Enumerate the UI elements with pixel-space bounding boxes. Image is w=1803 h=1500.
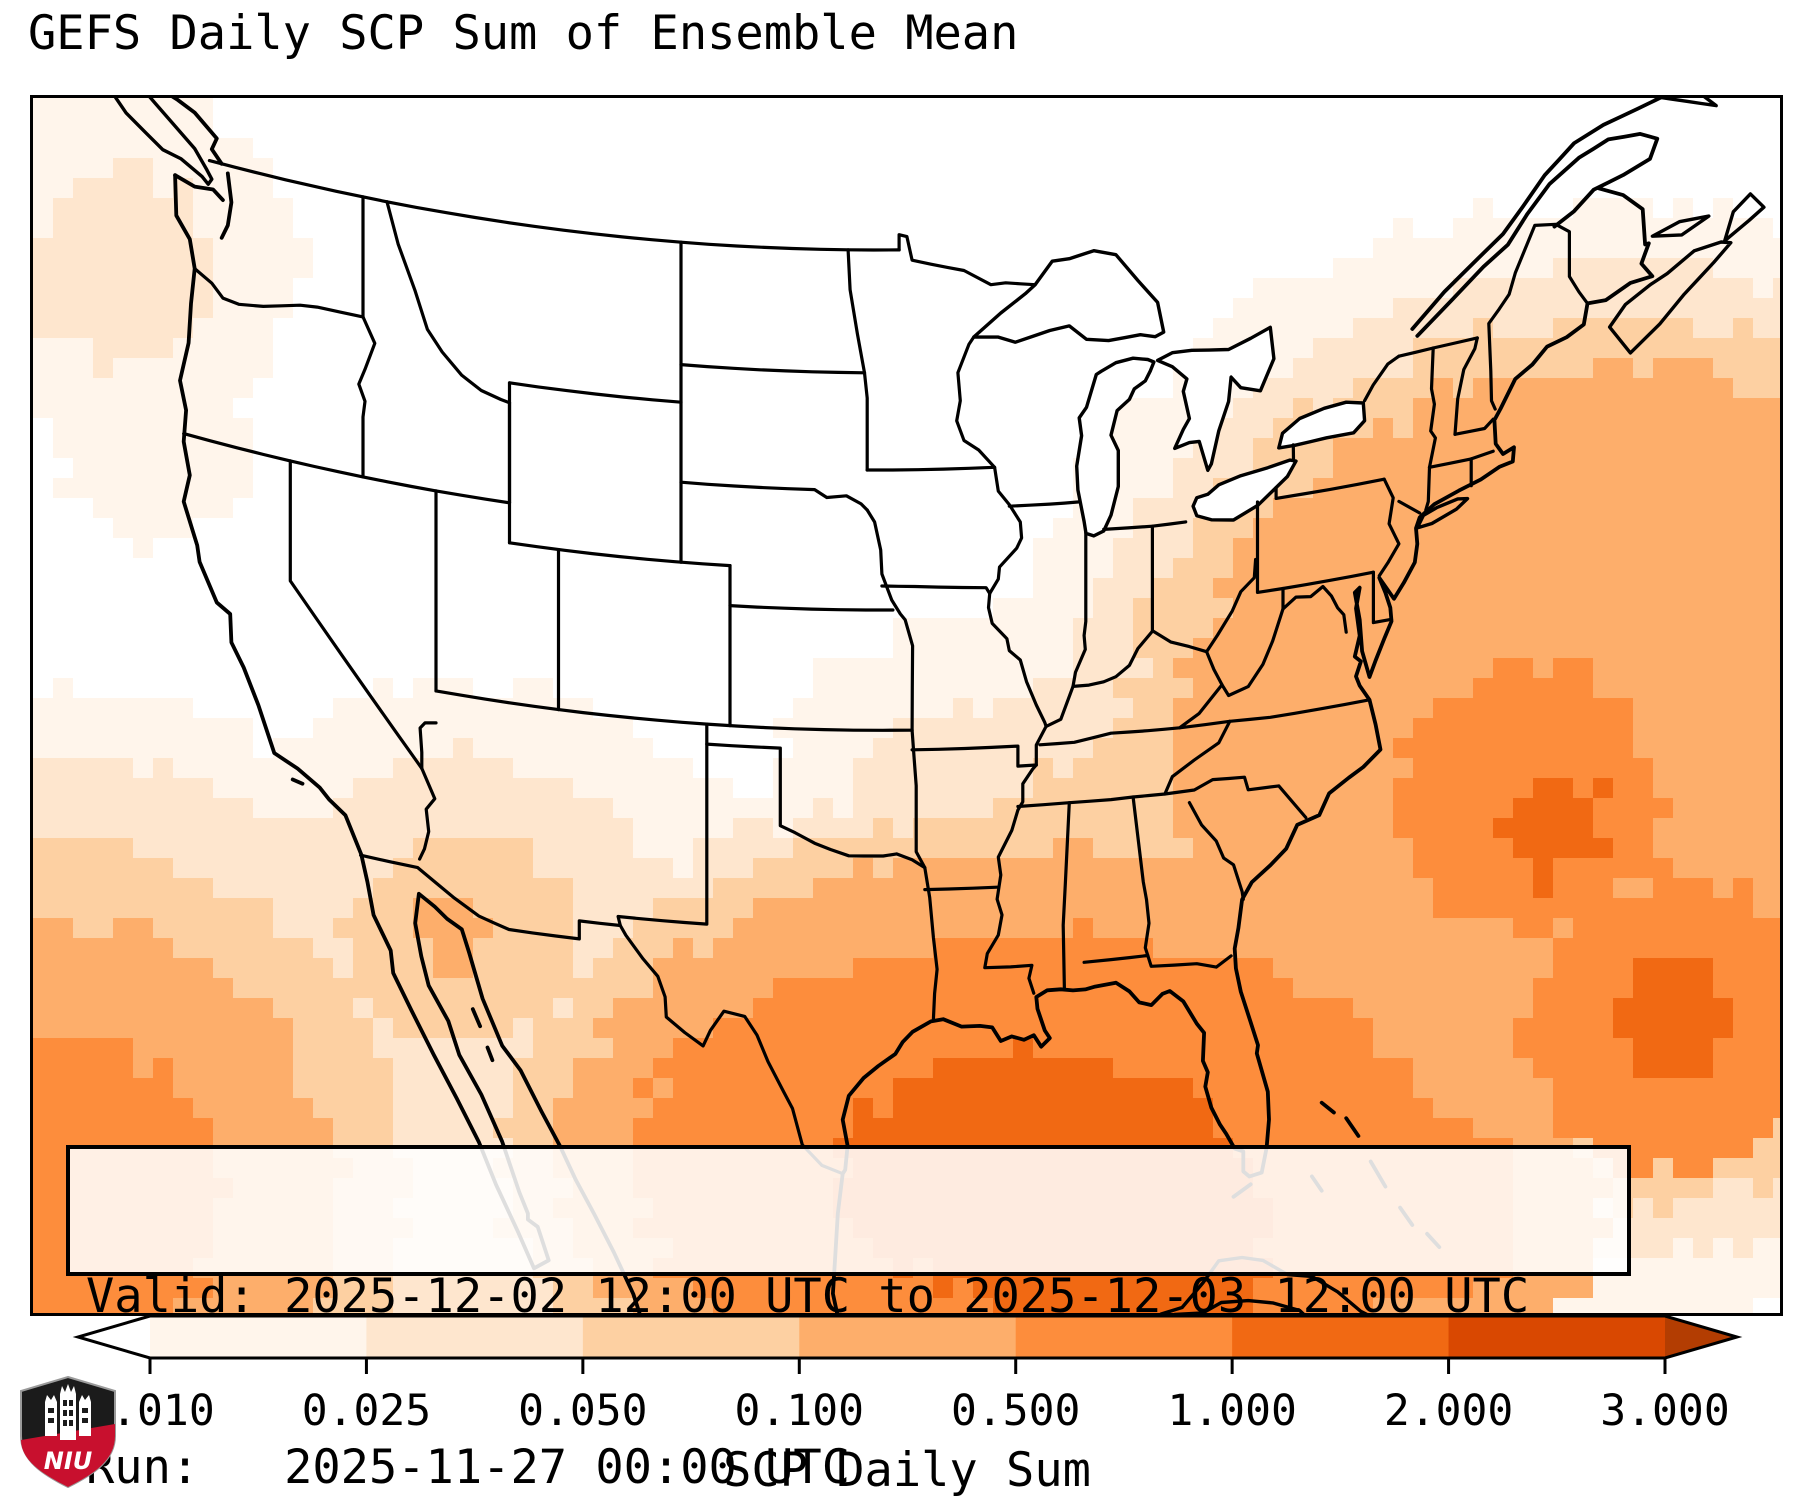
colorbar: 0.010 0.025 0.050 0.100 0.500 1.000 2.000 3.000… bbox=[72, 1314, 1743, 1498]
shield-red-band bbox=[21, 1424, 115, 1487]
map-plot-area: Valid: 2025-12-02 12:00 UTC to 2025-12-0… bbox=[30, 95, 1783, 1495]
svg-text:1.000: 1.000 bbox=[1167, 1386, 1296, 1436]
svg-text:0.100: 0.100 bbox=[735, 1386, 864, 1436]
svg-text:0.500: 0.500 bbox=[951, 1386, 1080, 1436]
svg-text:0.050: 0.050 bbox=[518, 1386, 647, 1436]
castle-icon bbox=[45, 1384, 91, 1440]
niu-logo-text: NIU bbox=[44, 1447, 93, 1475]
svg-text:3.000: 3.000 bbox=[1600, 1386, 1729, 1436]
svg-text:2.000: 2.000 bbox=[1384, 1386, 1513, 1436]
svg-text:0.025: 0.025 bbox=[302, 1386, 431, 1436]
colorbar-tick-labels: 0.010 0.025 0.050 0.100 0.500 1.000 2.000 3.000 bbox=[85, 1386, 1729, 1436]
us-map-plot bbox=[33, 98, 1780, 1313]
valid-run-info-box: Valid: 2025-12-02 12:00 UTC to 2025-12-0… bbox=[66, 1145, 1631, 1495]
figure-title: GEFS Daily SCP Sum of Ensemble Mean bbox=[28, 6, 1019, 61]
colorbar-gradient bbox=[72, 1314, 1743, 1360]
colorbar-label: SCP Daily Sum bbox=[723, 1443, 1091, 1498]
map-boundaries bbox=[113, 98, 1766, 1313]
colorbar-ticks bbox=[148, 1358, 1667, 1374]
niu-logo: NIU bbox=[20, 1376, 116, 1488]
